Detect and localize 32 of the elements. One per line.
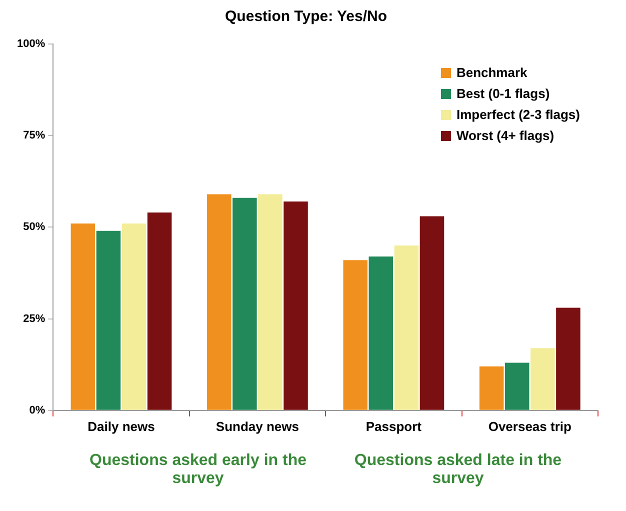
legend-label: Best (0-1 flags) xyxy=(456,85,550,103)
x-tick-label: Overseas trip xyxy=(488,418,572,434)
y-tick-label: 25% xyxy=(23,312,46,325)
x-tick-label: Sunday news xyxy=(216,418,299,434)
bar xyxy=(122,224,146,410)
bar xyxy=(96,230,121,410)
bar xyxy=(343,260,368,410)
bar xyxy=(479,366,504,410)
x-tick-label: Daily news xyxy=(88,418,155,434)
text: Questions asked late in the survey xyxy=(353,452,563,488)
legend-label: Benchmark xyxy=(456,64,528,82)
bar xyxy=(232,198,257,410)
legend-label: Worst (4+ flags) xyxy=(456,127,554,145)
bar xyxy=(284,202,308,410)
y-tick-label: 50% xyxy=(23,221,46,234)
bar xyxy=(258,194,282,410)
bar xyxy=(420,216,444,410)
bar xyxy=(504,362,530,410)
bar xyxy=(530,348,555,410)
y-tick-label: 100% xyxy=(16,38,46,50)
y-tick-label: 0% xyxy=(29,404,46,416)
bar xyxy=(556,308,580,410)
legend-label: Imperfect (2-3 flags) xyxy=(456,106,580,124)
chart-title: Question Type: Yes/No xyxy=(225,8,387,26)
text: Questions asked early in the survey xyxy=(88,452,308,488)
bar xyxy=(70,224,96,410)
bar xyxy=(207,194,232,410)
y-tick-label: 75% xyxy=(23,130,46,142)
bar xyxy=(368,256,394,410)
x-tick-label: Passport xyxy=(366,418,422,434)
bar xyxy=(147,212,172,410)
bar xyxy=(394,246,419,410)
